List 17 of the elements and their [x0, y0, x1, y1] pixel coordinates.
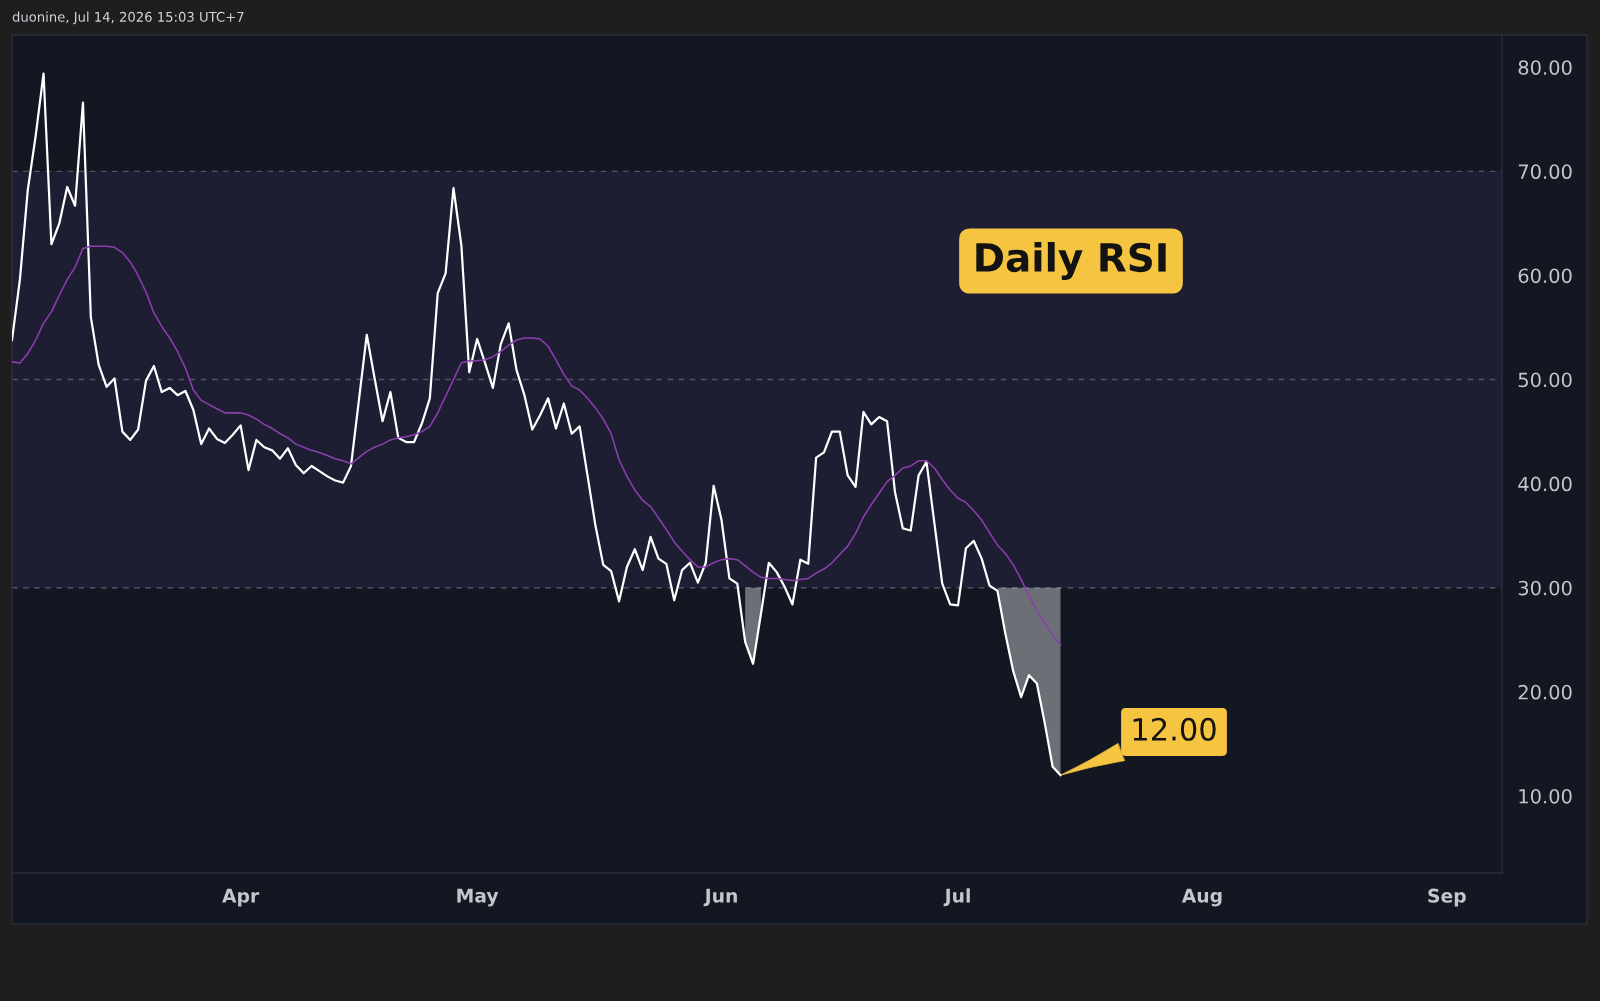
text: Daily RSI — [976, 242, 1166, 280]
y-tick-label: 50.00 — [1518, 372, 1572, 388]
y-tick-label: 30.00 — [1518, 580, 1572, 596]
y-tick-label: 80.00 — [1518, 60, 1572, 75]
y-tick-label: 10.00 — [1519, 788, 1572, 804]
x-tick-label: May — [457, 888, 499, 907]
x-tick-label: Jun — [703, 888, 737, 907]
y-tick-label: 40.00 — [1518, 476, 1572, 492]
y-tick-label: 70.00 — [1518, 164, 1572, 180]
x-tick-label: Apr — [222, 888, 260, 907]
x-tick-label: Aug — [1181, 888, 1222, 907]
text: duonine, Jul 14, 2026 15:03 UTC+7 — [12, 11, 244, 25]
x-tick-label: Sep — [1428, 888, 1466, 907]
y-tick-label: 60.00 — [1518, 268, 1572, 284]
x-tick-label: Jul — [943, 888, 970, 907]
y-tick-label: 20.00 — [1518, 684, 1572, 700]
annotation: 12.00 — [1133, 717, 1216, 741]
